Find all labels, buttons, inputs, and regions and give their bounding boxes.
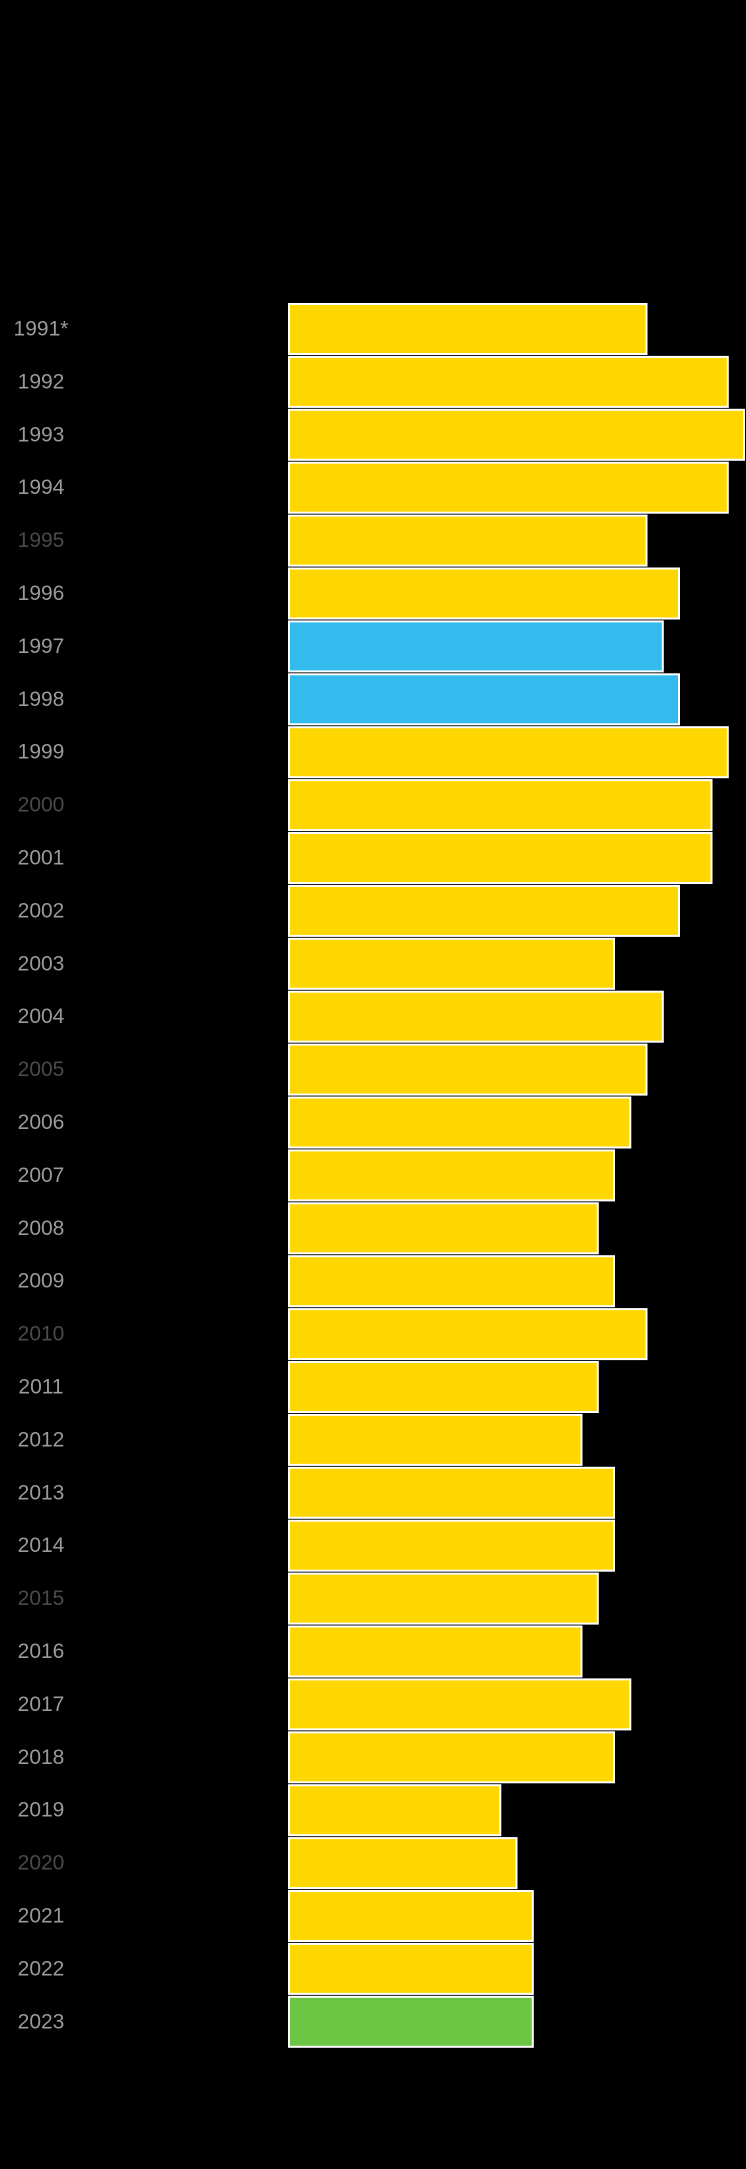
year-label-2001: 2001 [18,847,65,870]
year-label-2002: 2002 [18,899,65,922]
bar-2017 [288,1678,632,1731]
bar-2021 [288,1890,534,1942]
year-label-2022: 2022 [18,1957,65,1980]
year-label-2006: 2006 [18,1111,65,1134]
bar-2000 [288,779,713,832]
bar-2009 [288,1255,615,1308]
year-label-2020: 2020 [18,1852,65,1875]
bar-1996 [288,567,680,620]
bar-2013 [288,1466,615,1519]
year-label-2018: 2018 [18,1746,65,1769]
bar-2022 [288,1942,534,1995]
bars [288,303,745,2048]
year-label-2007: 2007 [18,1164,65,1187]
bar-1991 [288,303,648,355]
year-label-1993: 1993 [18,423,65,446]
bar-2003 [288,937,615,990]
year-label-2023: 2023 [18,2010,65,2033]
year-label-1996: 1996 [18,582,65,605]
bar-2004 [288,990,664,1043]
year-label-2004: 2004 [18,1005,65,1028]
bar-2011 [288,1361,599,1413]
bar-2015 [288,1572,599,1625]
year-label-1998: 1998 [18,688,65,711]
year-label-2016: 2016 [18,1640,65,1663]
year-label-2011: 2011 [18,1376,63,1399]
year-label-2010: 2010 [18,1323,65,1346]
bar-2020 [288,1837,518,1890]
year-label-2019: 2019 [18,1799,65,1822]
bar-2019 [288,1784,502,1837]
year-label-2000: 2000 [18,794,65,817]
year-label-2009: 2009 [18,1270,65,1293]
year-label-1997: 1997 [18,635,65,658]
bar-1995 [288,514,648,567]
bar-2018 [288,1731,615,1784]
year-label-1992: 1992 [18,370,65,393]
year-label-2008: 2008 [18,1217,65,1240]
year-label-1999: 1999 [18,741,65,764]
bar-2014 [288,1519,615,1572]
bar-2006 [288,1096,632,1149]
year-label-2012: 2012 [18,1428,65,1451]
year-label-2017: 2017 [18,1693,65,1716]
bar-2002 [288,884,680,937]
bar-2008 [288,1202,599,1255]
year-label-2005: 2005 [18,1058,65,1081]
bar-2010 [288,1308,648,1361]
bar-2001 [288,832,713,884]
bar-2023 [288,1995,534,2048]
bar-2007 [288,1149,615,1202]
year-label-1994: 1994 [18,476,65,499]
bar-1994 [288,461,729,514]
bar-2012 [288,1413,583,1466]
bar-1999 [288,726,729,779]
bar-1997 [288,620,664,673]
year-label-1995: 1995 [18,529,65,552]
year-label-2014: 2014 [18,1534,65,1557]
year-label-2015: 2015 [18,1587,65,1610]
bar-1993 [288,408,745,461]
year-label-2013: 2013 [18,1481,65,1504]
bar-2005 [288,1043,648,1096]
bar-1998 [288,673,680,726]
year-labels: 1991* 1992 1993 1994 1995 1996 1997 1998 1999 200… [14,318,69,2034]
bar-2016 [288,1625,583,1678]
year-label-2003: 2003 [18,952,65,975]
bar-1992 [288,355,729,408]
year-label-2021: 2021 [18,1905,65,1928]
year-label-1991: 1991* [14,318,69,341]
